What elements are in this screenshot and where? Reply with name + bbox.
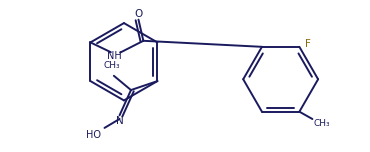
Text: N: N: [116, 116, 124, 126]
Text: CH₃: CH₃: [314, 119, 330, 128]
Text: F: F: [305, 39, 310, 49]
Text: NH: NH: [107, 51, 122, 61]
Text: CH₃: CH₃: [104, 61, 121, 70]
Text: O: O: [135, 9, 143, 19]
Text: HO: HO: [86, 130, 101, 140]
